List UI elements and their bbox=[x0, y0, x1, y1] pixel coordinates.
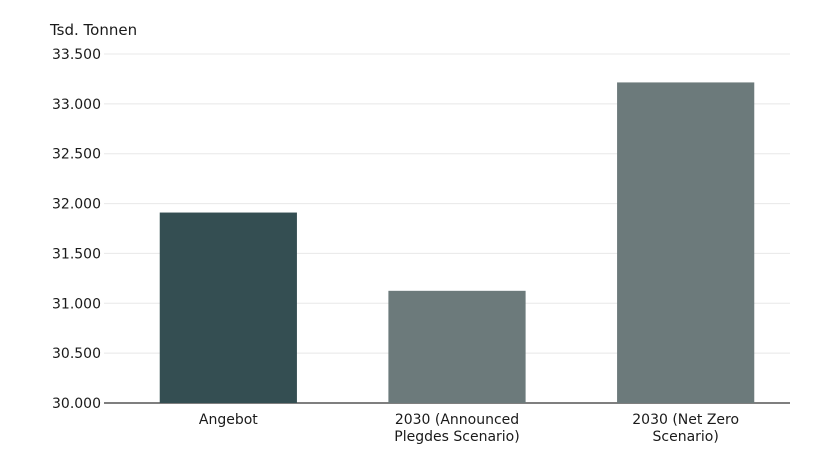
y-tick-label: 32.500 bbox=[52, 147, 101, 163]
x-tick-label: Scenario) bbox=[653, 429, 719, 445]
bar bbox=[388, 290, 526, 403]
bar bbox=[159, 212, 297, 403]
x-tick-label: 2030 (Net Zero bbox=[632, 412, 739, 428]
y-tick-label: 31.500 bbox=[52, 246, 101, 262]
y-tick-label: 31.000 bbox=[52, 296, 101, 312]
x-tick-label: 2030 (Announced bbox=[395, 412, 519, 428]
x-tick-label: Angebot bbox=[199, 412, 258, 428]
bar bbox=[617, 82, 755, 403]
y-tick-label: 30.000 bbox=[52, 396, 101, 412]
y-tick-label: 32.000 bbox=[52, 197, 101, 213]
bars bbox=[159, 82, 755, 403]
y-axis-ticks: 30.000 30.500 31.000 31.500 32.000 32.500 33.0… bbox=[52, 47, 101, 412]
x-tick-label: Plegdes Scenario) bbox=[394, 429, 519, 445]
y-tick-label: 33.000 bbox=[52, 97, 101, 113]
y-tick-label: 33.500 bbox=[52, 47, 101, 63]
y-axis-unit-label: Tsd. Tonnen bbox=[50, 21, 138, 39]
y-tick-label: 30.500 bbox=[52, 346, 101, 362]
